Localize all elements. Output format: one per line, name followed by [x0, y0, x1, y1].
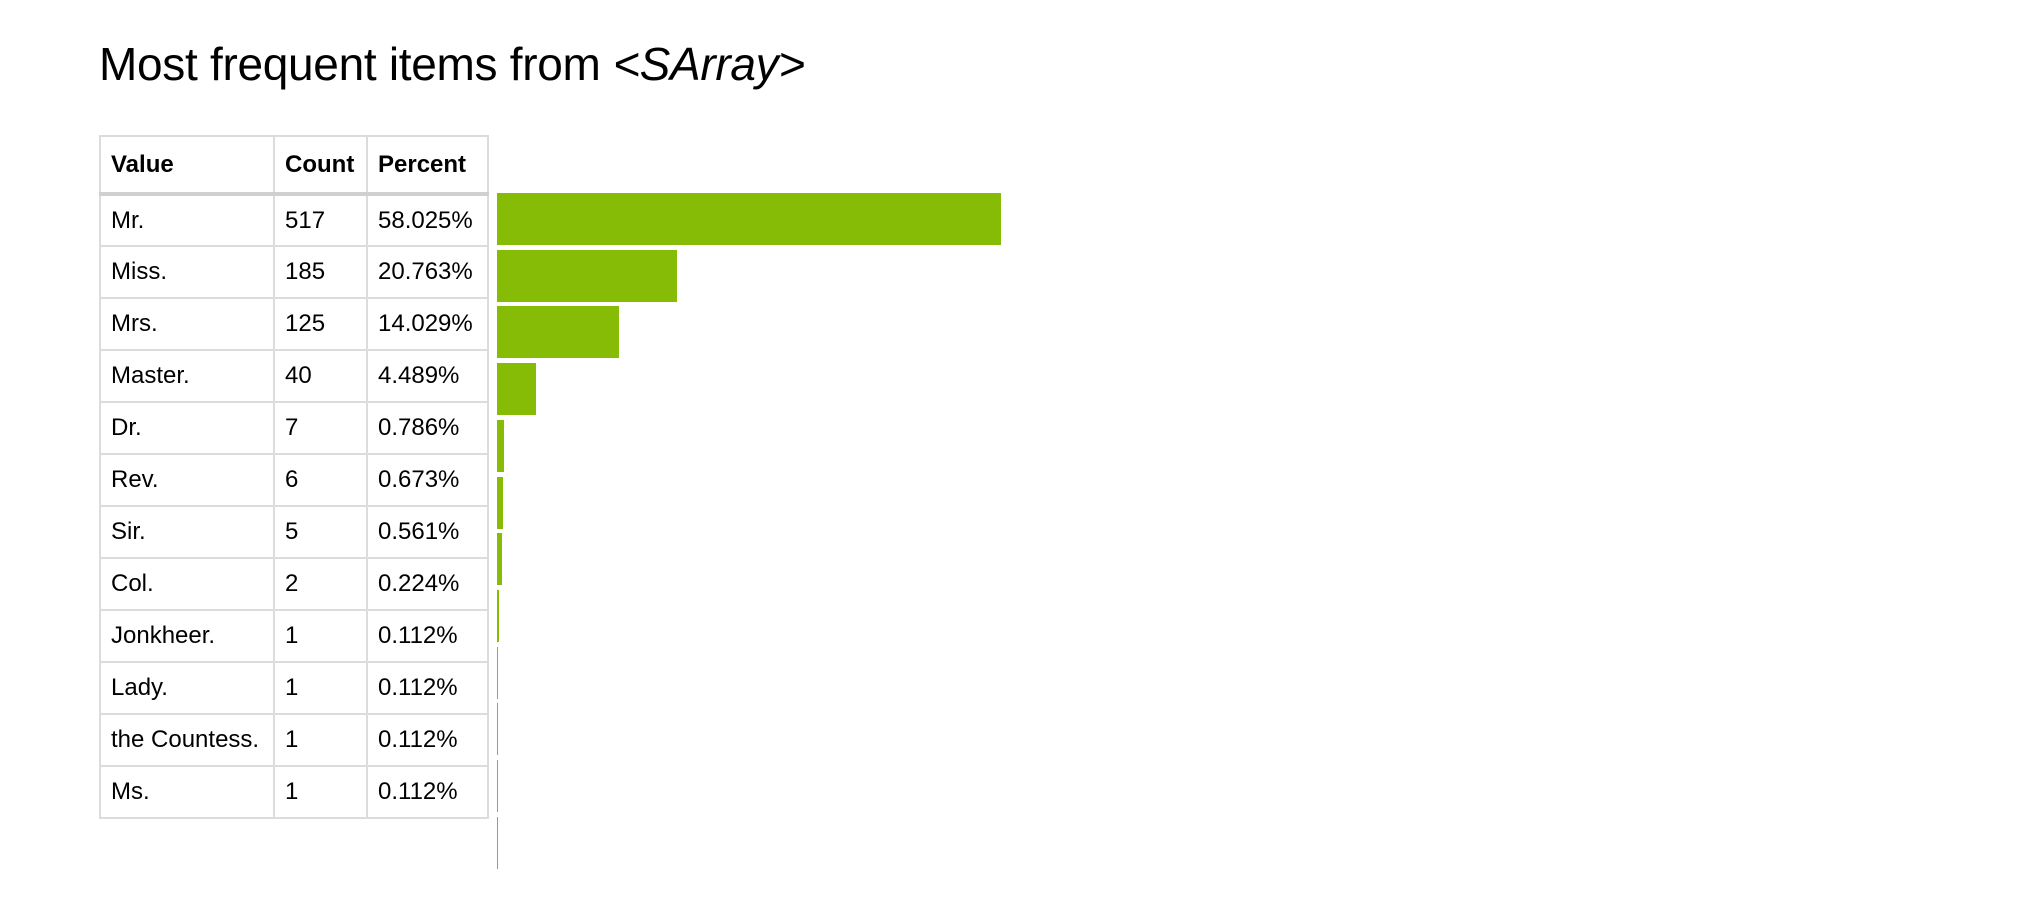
bar-col	[497, 589, 499, 642]
cell-count: 125	[273, 297, 368, 351]
cell-count: 1	[273, 765, 368, 819]
cell-percent: 0.673%	[366, 453, 489, 507]
table-row: Master. 40 4.489%	[99, 349, 489, 403]
bar-master	[497, 363, 536, 416]
cell-percent: 0.112%	[366, 609, 489, 663]
cell-value: Mrs.	[99, 297, 275, 351]
cell-count: 517	[273, 193, 368, 247]
bar-chart	[497, 193, 1797, 873]
bar-sir	[497, 533, 502, 586]
bar-mrs	[497, 306, 619, 359]
cell-count: 7	[273, 401, 368, 455]
cell-count: 1	[273, 609, 368, 663]
bar-dr	[497, 419, 504, 472]
cell-value: Mr.	[99, 193, 275, 247]
table-row: Col. 2 0.224%	[99, 557, 489, 611]
header-count: Count	[273, 135, 368, 196]
table-row: Rev. 6 0.673%	[99, 453, 489, 507]
table-row: the Countess. 1 0.112%	[99, 713, 489, 767]
table-row: Dr. 7 0.786%	[99, 401, 489, 455]
cell-value: Rev.	[99, 453, 275, 507]
bar-ms	[497, 816, 498, 869]
cell-value: Jonkheer.	[99, 609, 275, 663]
title-prefix: Most frequent items from	[99, 38, 613, 90]
cell-percent: 0.112%	[366, 713, 489, 767]
cell-percent: 0.786%	[366, 401, 489, 455]
cell-percent: 0.224%	[366, 557, 489, 611]
table-row: Sir. 5 0.561%	[99, 505, 489, 559]
bar-mr	[497, 193, 1001, 245]
frequency-table: Value Count Percent Mr. 517 58.025% Miss. 1…	[99, 135, 489, 819]
cell-value: Miss.	[99, 245, 275, 299]
cell-count: 6	[273, 453, 368, 507]
cell-percent: 0.561%	[366, 505, 489, 559]
cell-value: the Countess.	[99, 713, 275, 767]
cell-count: 1	[273, 713, 368, 767]
bar-the-countess	[497, 760, 498, 812]
cell-percent: 4.489%	[366, 349, 489, 403]
header-percent: Percent	[366, 135, 489, 196]
cell-value: Ms.	[99, 765, 275, 819]
cell-value: Col.	[99, 557, 275, 611]
bar-lady	[497, 703, 498, 756]
cell-value: Dr.	[99, 401, 275, 455]
bar-jonkheer	[497, 646, 498, 699]
cell-value: Lady.	[99, 661, 275, 715]
cell-count: 185	[273, 245, 368, 299]
cell-count: 5	[273, 505, 368, 559]
table-row: Jonkheer. 1 0.112%	[99, 609, 489, 663]
cell-percent: 14.029%	[366, 297, 489, 351]
bar-rev	[497, 476, 503, 529]
cell-percent: 58.025%	[366, 193, 489, 247]
table-row: Mr. 517 58.025%	[99, 193, 489, 247]
page-title: Most frequent items from <SArray>	[99, 34, 805, 94]
cell-percent: 20.763%	[366, 245, 489, 299]
table-row: Ms. 1 0.112%	[99, 765, 489, 819]
cell-count: 1	[273, 661, 368, 715]
table-header-row: Value Count Percent	[99, 135, 489, 196]
title-sarray: <SArray>	[613, 38, 805, 90]
cell-percent: 0.112%	[366, 765, 489, 819]
table-row: Miss. 185 20.763%	[99, 245, 489, 299]
table-row: Mrs. 125 14.029%	[99, 297, 489, 351]
header-value: Value	[99, 135, 275, 196]
bar-miss	[497, 249, 678, 302]
cell-count: 2	[273, 557, 368, 611]
cell-value: Sir.	[99, 505, 275, 559]
table-row: Lady. 1 0.112%	[99, 661, 489, 715]
cell-count: 40	[273, 349, 368, 403]
cell-percent: 0.112%	[366, 661, 489, 715]
cell-value: Master.	[99, 349, 275, 403]
